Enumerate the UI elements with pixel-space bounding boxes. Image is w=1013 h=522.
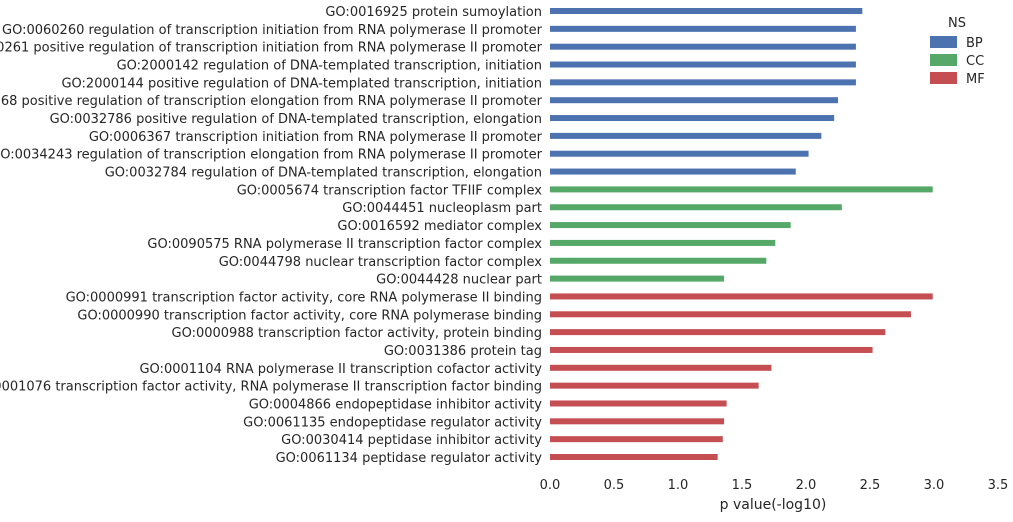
y-tick-label: GO:0031386 protein tag <box>384 344 542 359</box>
y-tick-label: GO:0005674 transcription factor TFIIF co… <box>237 183 543 198</box>
bars-layer <box>550 8 933 460</box>
bar-mf <box>550 382 759 389</box>
y-tick-label: GO:0016925 protein sumoylation <box>325 5 542 20</box>
y-tick-label: GO:0016592 mediator complex <box>337 219 542 234</box>
y-tick-label: GO:0034243 regulation of transcription e… <box>0 148 543 163</box>
y-tick-label: GO:2000142 regulation of DNA-templated t… <box>117 59 542 74</box>
x-tick-label: 0.5 <box>604 478 625 493</box>
legend-label-cc: CC <box>966 54 984 69</box>
y-tick-label: GO:0044798 nuclear transcription factor … <box>219 255 543 270</box>
legend-label-bp: BP <box>966 36 983 51</box>
bar-bp <box>550 97 838 104</box>
bar-cc <box>550 275 725 282</box>
bar-mf <box>550 436 723 443</box>
y-tick-labels: GO:0016925 protein sumoylation GO:0060260… <box>0 5 543 466</box>
x-tick-label: 2.0 <box>796 478 817 493</box>
y-tick-label: GO:0030414 peptidase inhibitor activity <box>281 433 542 448</box>
y-tick-label: GO:0032968 positive regulation of transc… <box>0 94 543 109</box>
y-tick-label: GO:0032784 regulation of DNA-templated t… <box>105 166 542 181</box>
bar-mf <box>550 418 725 425</box>
y-tick-label: GO:0032786 positive regulation of DNA-te… <box>50 112 542 127</box>
legend-label-mf: MF <box>966 72 985 87</box>
y-tick-label: GO:0001104 RNA polymerase II transcripti… <box>139 362 542 377</box>
bar-cc <box>550 239 776 246</box>
bar-mf <box>550 364 772 371</box>
bar-cc <box>550 186 933 193</box>
legend-entries: BP CC MF <box>930 36 985 87</box>
y-tick-label: GO:0004866 endopeptidase inhibitor activ… <box>249 397 543 412</box>
x-tick-label: 3.5 <box>988 478 1009 493</box>
x-axis-label: p value(-log10) <box>720 497 827 513</box>
y-tick-label: GO:0000988 transcription factor activity… <box>172 326 543 341</box>
legend-swatch-bp <box>930 36 957 48</box>
legend-swatch-cc <box>930 54 957 66</box>
bar-bp <box>550 115 835 122</box>
y-tick-label: GO:0001076 transcription factor activity… <box>0 380 542 395</box>
x-tick-label: 0.0 <box>540 478 561 493</box>
bar-cc <box>550 222 791 229</box>
y-tick-label: GO:0044428 nuclear part <box>376 273 542 288</box>
y-tick-label: GO:0006367 transcription initiation from… <box>89 130 543 145</box>
y-tick-label: GO:0090575 RNA polymerase II transcripti… <box>147 237 542 252</box>
bar-bp <box>550 8 863 14</box>
bar-bp <box>550 43 856 50</box>
x-tick-label: 2.5 <box>860 478 881 493</box>
y-tick-label: GO:0061134 peptidase regulator activity <box>276 451 543 466</box>
y-tick-label: GO:0000991 transcription factor activity… <box>66 290 542 305</box>
bar-cc <box>550 257 767 264</box>
y-tick-label: GO:0061135 endopeptidase regulator activ… <box>243 415 542 430</box>
legend-title: NS <box>948 16 966 31</box>
bar-cc <box>550 204 842 211</box>
y-tick-label: GO:2000144 positive regulation of DNA-te… <box>61 76 542 91</box>
bar-mf <box>550 400 727 407</box>
x-tick-label: 3.0 <box>924 478 945 493</box>
bar-bp <box>550 79 856 86</box>
bar-mf <box>550 311 911 318</box>
x-tick-label: 1.5 <box>732 478 753 493</box>
bar-mf <box>550 346 873 353</box>
y-tick-label: GO:0060260 regulation of transcription i… <box>2 23 543 38</box>
y-tick-label: GO:0044451 nucleoplasm part <box>342 201 542 216</box>
bar-mf <box>550 329 886 336</box>
y-tick-label: GO:0000990 transcription factor activity… <box>77 308 542 323</box>
x-tick-labels: 0.0 0.5 1.0 1.5 2.0 2.5 3.0 3.5 <box>540 478 1009 493</box>
bar-mf <box>550 293 933 300</box>
legend-swatch-mf <box>930 72 957 84</box>
x-tick-label: 1.0 <box>668 478 689 493</box>
bar-bp <box>550 168 796 175</box>
y-tick-label: GO:0060261 positive regulation of transc… <box>0 41 543 56</box>
legend: NS BP CC MF <box>930 16 985 87</box>
bar-bp <box>550 150 809 157</box>
bar-bp <box>550 25 856 32</box>
bar-mf <box>550 454 718 460</box>
bar-bp <box>550 61 856 68</box>
bar-bp <box>550 132 822 139</box>
